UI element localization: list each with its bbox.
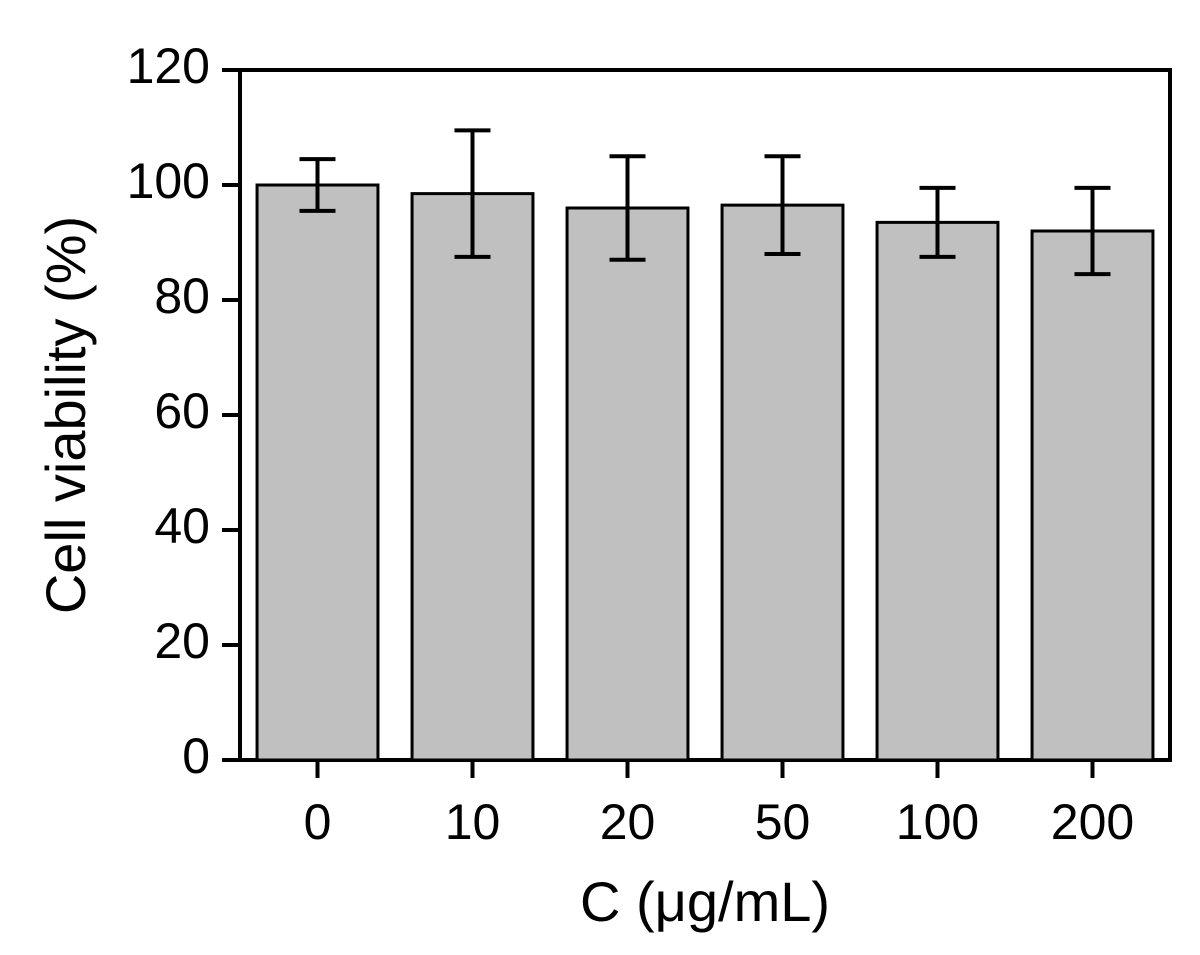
svg-text:0: 0 [182, 728, 210, 784]
svg-text:100: 100 [896, 794, 979, 850]
svg-text:80: 80 [154, 268, 210, 324]
svg-text:60: 60 [154, 383, 210, 439]
bar [412, 194, 533, 760]
svg-text:10: 10 [445, 794, 501, 850]
svg-text:50: 50 [755, 794, 811, 850]
x-axis-label: C (μg/mL) [580, 870, 830, 933]
bar [1032, 231, 1153, 760]
bar [877, 222, 998, 760]
bar [257, 185, 378, 760]
viability-bar-chart: 0 20 40 60 80 100 120 Cell viability (%) 0 10 20 50… [0, 0, 1200, 955]
svg-text:40: 40 [154, 498, 210, 554]
y-axis-label: Cell viability (%) [34, 216, 97, 614]
svg-text:200: 200 [1051, 794, 1134, 850]
svg-text:0: 0 [304, 794, 332, 850]
svg-text:120: 120 [127, 38, 210, 94]
svg-text:20: 20 [154, 613, 210, 669]
svg-text:20: 20 [600, 794, 656, 850]
bar [722, 205, 843, 760]
svg-text:100: 100 [127, 153, 210, 209]
bar [567, 208, 688, 760]
